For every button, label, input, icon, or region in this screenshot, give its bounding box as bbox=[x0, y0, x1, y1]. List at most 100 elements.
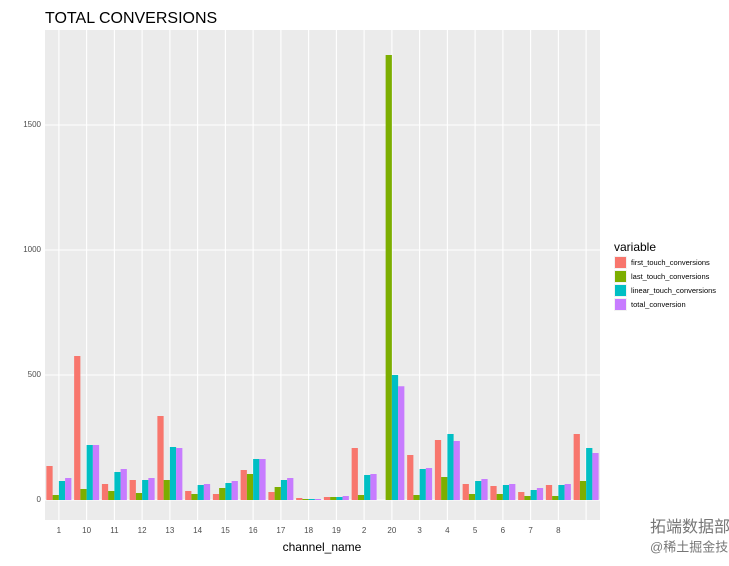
bar bbox=[336, 497, 343, 500]
bar bbox=[447, 434, 454, 500]
bar bbox=[212, 494, 220, 500]
bar bbox=[351, 448, 358, 500]
bar bbox=[330, 497, 337, 500]
bar bbox=[462, 484, 469, 500]
legend-swatch bbox=[615, 285, 626, 296]
bar bbox=[308, 499, 315, 500]
bar bbox=[253, 459, 260, 500]
bar bbox=[80, 489, 87, 500]
bar bbox=[65, 478, 72, 500]
bar bbox=[114, 472, 121, 500]
bar bbox=[342, 496, 349, 500]
chart-title: TOTAL CONVERSIONS bbox=[45, 10, 217, 27]
x-tick-label: 12 bbox=[138, 526, 147, 535]
bar bbox=[398, 386, 405, 500]
bar bbox=[490, 486, 497, 500]
bar bbox=[536, 488, 544, 500]
x-tick-label: 6 bbox=[501, 526, 506, 535]
bar bbox=[370, 474, 377, 500]
bar bbox=[564, 484, 571, 500]
bar bbox=[268, 492, 275, 500]
bar bbox=[314, 499, 322, 500]
bar bbox=[142, 480, 149, 500]
bar bbox=[425, 468, 433, 500]
bar bbox=[176, 448, 183, 500]
bar bbox=[364, 475, 371, 500]
bar bbox=[323, 497, 331, 500]
x-tick-label: 5 bbox=[473, 526, 478, 535]
x-tick-label: 13 bbox=[165, 526, 174, 535]
bar bbox=[46, 466, 53, 500]
x-tick-label: 19 bbox=[332, 526, 341, 535]
watermark: @稀土掘金技术社区 bbox=[650, 539, 729, 554]
legend-label: last_touch_conversions bbox=[631, 272, 710, 281]
legend-label: linear_touch_conversions bbox=[631, 286, 716, 295]
bar bbox=[579, 481, 587, 500]
bar bbox=[573, 434, 580, 500]
x-tick-label: 7 bbox=[528, 526, 533, 535]
bar bbox=[92, 445, 100, 500]
bar bbox=[391, 375, 399, 500]
bar bbox=[434, 440, 442, 500]
bar bbox=[302, 499, 309, 500]
panel bbox=[45, 30, 600, 520]
x-tick-label: 8 bbox=[556, 526, 561, 535]
bar bbox=[231, 481, 238, 500]
bar bbox=[185, 491, 192, 500]
legend-swatch bbox=[615, 299, 626, 310]
bar bbox=[530, 490, 537, 500]
x-tick-label: 17 bbox=[276, 526, 285, 535]
legend-label: first_touch_conversions bbox=[631, 258, 710, 267]
bar bbox=[148, 478, 155, 500]
y-tick-label: 500 bbox=[28, 370, 42, 379]
bar bbox=[280, 480, 288, 500]
bar bbox=[219, 488, 226, 500]
y-tick-label: 0 bbox=[37, 495, 42, 504]
bar bbox=[357, 495, 365, 500]
bar bbox=[101, 484, 109, 500]
bar bbox=[287, 478, 294, 500]
bar bbox=[240, 470, 247, 500]
bar bbox=[135, 493, 143, 500]
x-tick-label: 20 bbox=[387, 526, 396, 535]
x-tick-label: 10 bbox=[82, 526, 91, 535]
legend-swatch bbox=[615, 257, 626, 268]
bar bbox=[592, 453, 599, 500]
bar bbox=[552, 496, 559, 500]
bar bbox=[74, 356, 81, 500]
bar bbox=[502, 485, 510, 500]
bar bbox=[58, 481, 66, 500]
bar bbox=[453, 441, 460, 500]
bar bbox=[558, 485, 565, 500]
x-tick-label: 4 bbox=[445, 526, 450, 535]
bar bbox=[407, 455, 414, 500]
x-axis-title: channel_name bbox=[283, 540, 362, 554]
x-tick-label: 3 bbox=[417, 526, 422, 535]
bar bbox=[475, 481, 482, 500]
bar bbox=[259, 459, 266, 500]
bar bbox=[545, 485, 553, 500]
bar bbox=[203, 484, 211, 500]
y-tick-label: 1000 bbox=[23, 245, 41, 254]
bar bbox=[163, 480, 170, 500]
bar bbox=[120, 469, 127, 500]
bar bbox=[586, 448, 593, 500]
bar bbox=[86, 445, 93, 500]
bar bbox=[157, 416, 164, 500]
legend-swatch bbox=[615, 271, 626, 282]
bar bbox=[129, 480, 136, 500]
bar bbox=[296, 498, 303, 500]
bar bbox=[496, 494, 503, 500]
bar bbox=[274, 487, 281, 500]
watermark: 拓端数据部落 bbox=[650, 518, 729, 536]
bar bbox=[518, 492, 525, 500]
legend-label: total_conversion bbox=[631, 300, 686, 309]
x-tick-label: 2 bbox=[362, 526, 367, 535]
bar bbox=[52, 495, 59, 500]
bar bbox=[385, 55, 392, 500]
y-tick-label: 1500 bbox=[23, 120, 41, 129]
x-tick-label: 18 bbox=[304, 526, 313, 535]
bar bbox=[246, 474, 254, 500]
legend-title: variable bbox=[614, 240, 656, 254]
